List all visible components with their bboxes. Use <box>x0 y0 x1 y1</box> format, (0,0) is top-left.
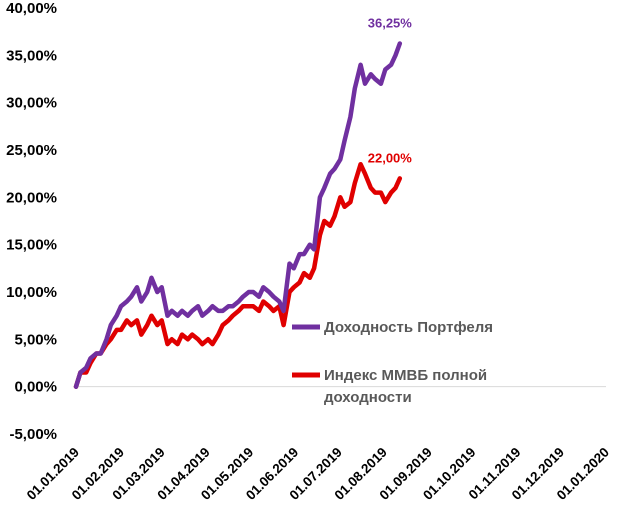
y-tick-label: 35,00% <box>6 47 57 64</box>
y-tick-label: 30,00% <box>6 95 57 112</box>
y-tick-label: 5,00% <box>14 331 57 348</box>
end-label-portfolio: 36,25% <box>368 16 413 31</box>
series-lines <box>73 41 403 389</box>
end-value-labels: 36,25% 22,00% <box>368 16 413 166</box>
y-tick-label: 40,00% <box>6 0 57 17</box>
y-tick-label: 15,00% <box>6 237 57 254</box>
series-line-index <box>73 161 403 389</box>
y-tick-label: 20,00% <box>6 189 57 206</box>
legend-label-index: Индекс ММВБ полной доходности <box>324 367 487 406</box>
y-axis-tick-labels: -5,00% 0,00% 5,00% 10,00% 15,00% 20,00% 25,00%… <box>6 0 57 443</box>
y-tick-label: 10,00% <box>6 284 57 301</box>
y-tick-label: 25,00% <box>6 142 57 159</box>
legend-label-portfolio: Доходность Портфеля <box>324 319 493 336</box>
legend: Доходность Портфеля Индекс ММВБ полной до… <box>292 319 493 406</box>
y-tick-label: 0,00% <box>14 379 57 396</box>
series-line-portfolio <box>73 41 403 389</box>
y-tick-label: -5,00% <box>9 426 57 443</box>
x-axis-tick-labels: 01.01.201901.02.201901.03.201901.04.2019… <box>24 445 612 503</box>
end-label-index: 22,00% <box>368 150 413 165</box>
